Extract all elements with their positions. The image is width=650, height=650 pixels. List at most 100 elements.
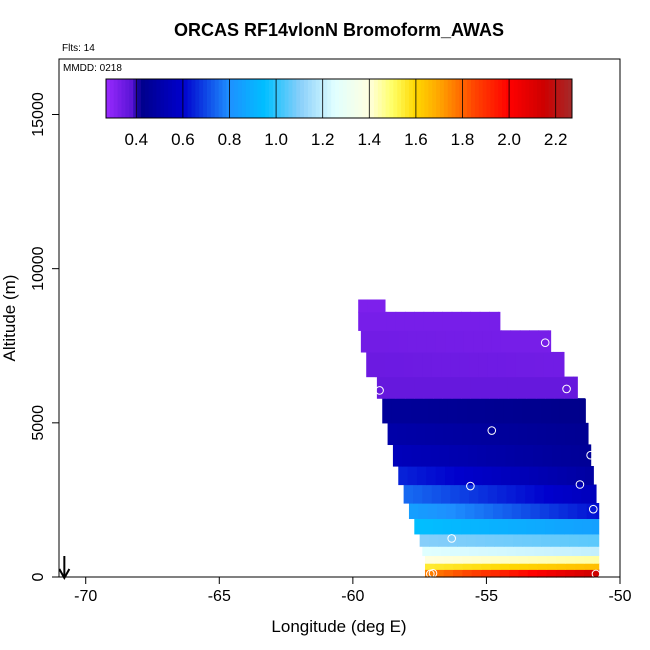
heatmap-cell [566, 466, 577, 486]
heatmap-cell [515, 484, 526, 504]
heatmap-cell [518, 569, 529, 578]
heatmap-cell [537, 422, 548, 446]
heatmap-cell [506, 351, 517, 378]
heatmap-cell [503, 398, 514, 424]
heatmap-cell [481, 555, 492, 564]
heatmap-cell [392, 444, 403, 467]
heatmap-cell [416, 466, 427, 486]
heatmap-cell [558, 503, 569, 520]
colorbar-segment [455, 79, 460, 118]
heatmap-cell [533, 444, 544, 467]
colorbar-segment [323, 79, 328, 118]
arrow-marker [58, 556, 71, 581]
heatmap-cell [414, 376, 425, 399]
colorbar-segment [203, 79, 208, 118]
heatmap-cell [487, 351, 498, 378]
heatmap-cell [461, 376, 471, 399]
colorbar-segment [276, 79, 282, 118]
heatmap-cell [565, 569, 576, 578]
heatmap-cell [491, 466, 502, 486]
heatmap-cell [535, 518, 546, 535]
heatmap-cell [454, 330, 465, 353]
heatmap-cell [461, 518, 471, 535]
heatmap-cell [519, 466, 530, 486]
heatmap-cell [481, 422, 492, 446]
heatmap-cell [583, 569, 594, 578]
heatmap-cell [563, 518, 574, 535]
sample-point [375, 386, 384, 395]
colorbar-segment [540, 79, 546, 118]
heatmap-cell [453, 563, 463, 570]
heatmap-cell [402, 444, 413, 467]
heatmap-cell [376, 299, 386, 313]
heatmap-cell [467, 444, 478, 467]
heatmap-cell [553, 484, 564, 504]
heatmap-cell [453, 569, 463, 578]
heatmap-cell [593, 563, 600, 570]
colorbar-segment [292, 79, 297, 118]
heatmap-cell [478, 546, 489, 557]
heatmap-cell [499, 555, 510, 564]
heatmap-cell [498, 376, 509, 399]
y-tick-label: 10000 [30, 246, 47, 291]
heatmap-cell [505, 444, 516, 467]
colorbar-segment [377, 79, 383, 118]
colorbar-segment [459, 79, 464, 118]
heatmap-cell [424, 563, 435, 570]
heatmap-cell [499, 563, 510, 570]
heatmap-cell [490, 422, 501, 446]
heatmap-cell [475, 533, 486, 547]
colorbar-segment [362, 79, 367, 118]
colorbar-segment [509, 79, 515, 118]
colorbar-segment [241, 79, 247, 118]
heatmap-cell [593, 555, 600, 564]
heatmap-cell [486, 444, 497, 467]
heatmap-cell [434, 555, 445, 564]
heatmap-cell [542, 444, 553, 467]
heatmap-cell [493, 503, 504, 520]
heatmap-cell [581, 546, 592, 557]
heatmap-cell [441, 546, 451, 557]
heatmap-cell [502, 503, 513, 520]
heatmap-cell [571, 484, 582, 504]
heatmap-cell [387, 422, 398, 446]
heatmap-cell [466, 533, 477, 547]
heatmap-cell [424, 555, 435, 564]
colorbar-tick-label: 1.0 [264, 130, 288, 149]
heatmap-cell [442, 518, 453, 535]
heatmap-cell [489, 311, 500, 331]
colorbar-segment [183, 79, 189, 118]
heatmap-cell [396, 422, 407, 446]
colorbar-segment [339, 79, 344, 118]
sample-point [575, 480, 585, 489]
colorbar-segment [412, 79, 418, 118]
colorbar-segment [175, 79, 181, 118]
heatmap-cell [463, 466, 474, 486]
heatmap-cell [541, 398, 552, 424]
heatmap-cell [515, 351, 526, 378]
colorbar-segment [315, 79, 321, 118]
heatmap-cell [557, 466, 568, 486]
heatmap-cell [407, 330, 418, 353]
colorbar-segment [307, 79, 313, 118]
heatmap-cell [435, 330, 446, 353]
colorbar-segment [187, 79, 192, 118]
heatmap-cell [450, 546, 461, 557]
colorbar-segment [261, 79, 266, 118]
heatmap-cell [541, 533, 552, 547]
heatmap-cell [430, 444, 441, 467]
heatmap-cell [446, 503, 457, 520]
colorbar-segment [172, 79, 177, 118]
heatmap-cell [370, 330, 381, 353]
date-note: MMDD: 0218 [63, 63, 122, 74]
heatmap-cell [527, 569, 538, 578]
x-tick-label: -70 [74, 588, 97, 605]
heatmap-cell [574, 422, 585, 446]
colorbar-segment [424, 79, 429, 118]
colorbar-segment [245, 79, 251, 118]
heatmap-cell [462, 422, 473, 446]
heatmap-cell [490, 563, 501, 570]
colorbar-segment [548, 79, 554, 118]
colorbar-segment [335, 79, 340, 118]
colorbar-segment [517, 79, 523, 118]
